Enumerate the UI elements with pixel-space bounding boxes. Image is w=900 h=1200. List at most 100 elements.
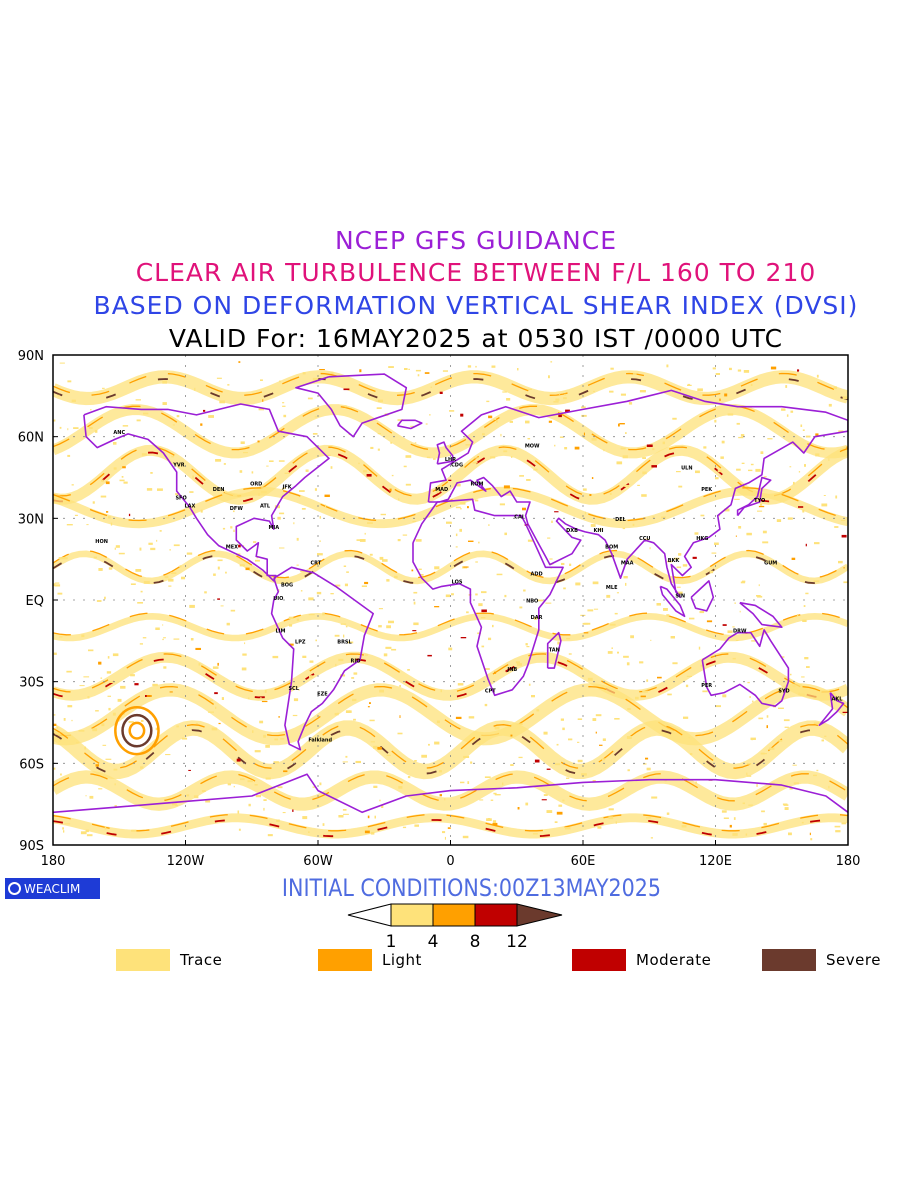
turbulence-cell — [609, 390, 614, 393]
station-label: BOG — [281, 582, 293, 588]
turbulence-cell — [477, 632, 481, 635]
turbulence-cell — [500, 433, 502, 437]
turbulence-cell — [657, 676, 662, 679]
turbulence-cell — [746, 772, 748, 776]
turbulence-cell — [667, 560, 673, 563]
turbulence-cell — [58, 557, 65, 560]
turbulence-cell — [302, 816, 308, 820]
turbulence-cell — [623, 655, 629, 658]
turbulence-cell — [761, 810, 765, 813]
turbulence-cell — [463, 566, 469, 568]
turbulence-cell — [165, 517, 169, 519]
turbulence-cell — [484, 703, 488, 707]
turbulence-cell — [101, 723, 105, 727]
turbulence-cell — [804, 464, 806, 467]
turbulence-cell — [673, 557, 680, 560]
legend-swatch — [572, 949, 626, 971]
turbulence-cell — [554, 821, 558, 823]
turbulence-cell — [367, 522, 373, 524]
turbulence-cell — [816, 374, 819, 378]
turbulence-cell — [245, 567, 250, 571]
turbulence-cell — [54, 584, 61, 587]
turbulence-cell — [566, 637, 571, 640]
turbulence-cell — [225, 571, 227, 574]
turbulence-cell — [327, 454, 331, 456]
turbulence-cell — [475, 593, 478, 596]
turbulence-cell — [792, 764, 797, 766]
turbulence-cell — [444, 836, 446, 840]
turbulence-cell — [770, 366, 777, 370]
turbulence-cell — [80, 831, 87, 835]
turbulence-cell — [528, 683, 531, 686]
turbulence-cell — [714, 542, 719, 545]
turbulence-cell — [610, 367, 614, 370]
turbulence-cell — [547, 537, 551, 539]
turbulence-cell — [803, 605, 806, 607]
turbulence-cell — [750, 463, 754, 466]
valid-time: VALID For: 16MAY2025 at 0530 IST /0000 U… — [168, 324, 784, 353]
turbulence-cell — [411, 569, 414, 572]
turbulence-cell — [488, 415, 493, 419]
turbulence-cell — [193, 795, 199, 799]
turbulence-cell — [163, 666, 167, 669]
station-label: DEN — [213, 487, 225, 493]
turbulence-cell — [239, 470, 243, 473]
turbulence-cell — [421, 754, 427, 758]
turbulence-cell — [369, 553, 373, 556]
turbulence-cell — [309, 660, 314, 663]
turbulence-cell — [481, 609, 487, 613]
turbulence-cell — [525, 802, 529, 806]
turbulence-cell — [549, 558, 553, 560]
turbulence-cell — [189, 491, 194, 493]
turbulence-cell — [460, 637, 467, 639]
turbulence-cell — [345, 710, 351, 713]
turbulence-cell — [543, 794, 548, 796]
turbulence-cell — [756, 783, 758, 787]
colorbar-tick: 4 — [428, 932, 439, 952]
turbulence-cell — [79, 685, 85, 687]
latitude-label: 30S — [19, 676, 44, 691]
turbulence-cell — [558, 804, 563, 807]
turbulence-cell — [566, 777, 570, 779]
turbulence-cell — [686, 675, 692, 677]
turbulence-strong-streak — [53, 658, 848, 699]
turbulence-cell — [810, 838, 813, 841]
turbulence-cell — [609, 492, 612, 495]
turbulence-cell — [652, 516, 655, 519]
turbulence-cell — [504, 532, 507, 536]
turbulence-cell — [577, 741, 580, 743]
turbulence-cell — [208, 711, 214, 713]
turbulence-cell — [289, 617, 294, 619]
colorbar-tick: 1 — [386, 932, 397, 952]
turbulence-cell — [258, 408, 264, 411]
turbulence-cell — [195, 647, 201, 650]
turbulence-cell — [805, 543, 807, 547]
turbulence-cell — [179, 565, 182, 568]
turbulence-cell — [474, 499, 479, 502]
turbulence-cell — [200, 509, 203, 513]
turbulence-cell — [238, 544, 241, 548]
turbulence-cell — [172, 802, 178, 806]
turbulence-cell — [720, 456, 724, 459]
turbulence-cell — [800, 424, 803, 427]
turbulence-cell — [527, 539, 534, 542]
turbulence-cell — [735, 535, 737, 537]
turbulence-cell — [379, 799, 381, 802]
turbulence-cell — [732, 657, 736, 660]
turbulence-cell — [724, 508, 730, 512]
turbulence-cell — [379, 556, 384, 560]
turbulence-cell — [595, 731, 597, 734]
turbulence-cell — [729, 824, 732, 828]
turbulence-cell — [548, 420, 552, 423]
coastline — [396, 419, 423, 430]
turbulence-cell — [128, 721, 134, 723]
turbulence-cell — [379, 689, 384, 693]
turbulence-cell — [365, 654, 368, 656]
turbulence-cell — [366, 474, 372, 477]
turbulence-cell — [670, 636, 675, 639]
turbulence-cell — [301, 508, 306, 510]
coastline — [739, 601, 783, 628]
turbulence-cell — [468, 716, 475, 719]
turbulence-cell — [351, 677, 355, 679]
turbulence-cell — [479, 799, 484, 801]
